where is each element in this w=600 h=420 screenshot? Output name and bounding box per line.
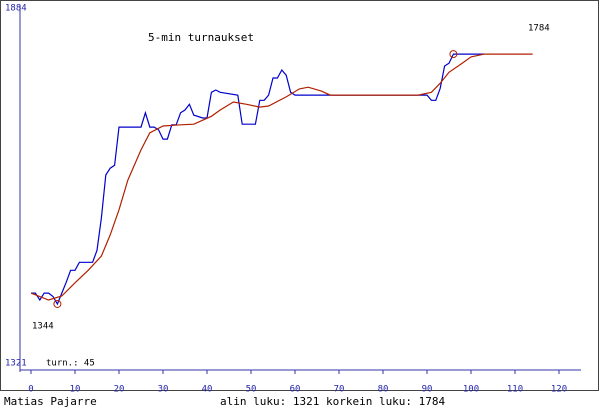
chart-title: 5-min turnaukset	[148, 31, 254, 44]
x-tick-label: 0	[28, 385, 33, 395]
x-tick-label: 30	[158, 385, 169, 395]
series-line	[31, 53, 485, 306]
x-tick-label: 10	[70, 385, 81, 395]
y-bottom-label: 1321	[5, 359, 27, 369]
x-tick-label: 90	[422, 385, 433, 395]
x-tick-label: 60	[290, 385, 301, 395]
footer-stats: alin luku: 1321 korkein luku: 1784	[220, 395, 446, 408]
extreme-marker	[53, 299, 62, 308]
y-top-label: 1884	[5, 4, 27, 14]
games-label: turn.: 45	[46, 359, 95, 369]
x-tick-label: 40	[202, 385, 213, 395]
series-line	[30, 53, 533, 301]
x-tick-label: 70	[334, 385, 345, 395]
x-tick-label: 80	[378, 385, 389, 395]
extreme-marker	[449, 50, 458, 59]
frame	[0, 0, 599, 391]
footer-author: Matias Pajarre	[4, 395, 97, 408]
x-tick-label: 20	[114, 385, 125, 395]
extreme-label: 1784	[528, 24, 550, 34]
extreme-label: 1344	[32, 322, 54, 332]
x-tick-label: 110	[507, 385, 523, 395]
x-tick-label: 50	[246, 385, 257, 395]
x-tick-label: 100	[463, 385, 479, 395]
x-tick-label: 120	[551, 385, 567, 395]
